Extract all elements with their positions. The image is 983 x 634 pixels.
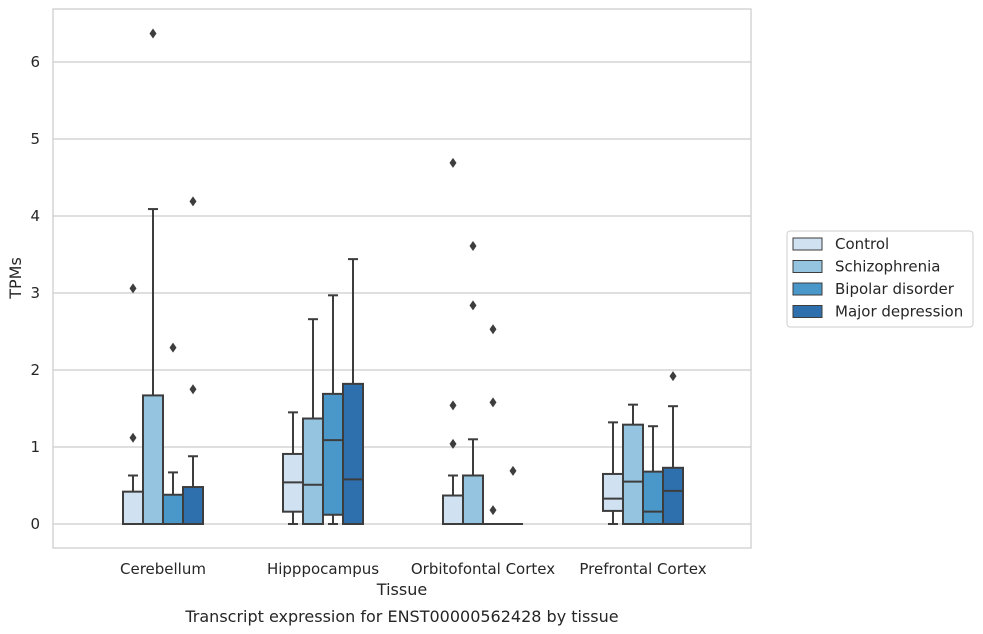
outlier-point <box>669 371 677 382</box>
box-3-2 <box>642 425 664 526</box>
legend-swatch <box>792 282 823 296</box>
y-tick-label: 3 <box>30 284 40 302</box>
y-tick-label: 0 <box>30 515 40 533</box>
outlier-point <box>509 465 517 476</box>
box-body <box>182 486 204 526</box>
outlier-point <box>129 432 137 443</box>
box-0-1 <box>142 28 164 525</box>
box-body <box>122 490 144 526</box>
outlier-point <box>189 196 197 207</box>
y-axis-ticks: 0 1 2 3 4 5 6 <box>30 53 40 533</box>
gridlines <box>53 61 751 525</box>
outlier-point <box>149 28 157 39</box>
legend-label: Bipolar disorder <box>835 280 955 298</box>
x-axis-ticks: Cerebellum Hipppocampus Orbitofontal Corte… <box>120 560 707 578</box>
box-2-0 <box>442 157 464 526</box>
outlier-point <box>469 300 477 311</box>
box-body <box>162 493 184 525</box>
box-2-2 <box>483 324 503 525</box>
chart-caption: Transcript expression for ENST0000056242… <box>184 607 618 626</box>
box-1-3 <box>342 258 364 525</box>
y-tick-label: 5 <box>30 130 40 148</box>
box-body <box>602 472 624 512</box>
x-tick-label: Cerebellum <box>120 560 206 578</box>
box-1-0 <box>282 411 304 525</box>
box-2-1 <box>462 241 484 525</box>
legend-swatch <box>792 260 823 273</box>
box-body <box>622 423 644 526</box>
legend-label: Major depression <box>835 303 963 321</box>
y-tick-label: 4 <box>30 207 40 225</box>
box-body <box>342 382 364 525</box>
outlier-point <box>489 324 497 335</box>
outlier-point <box>189 384 197 395</box>
box-0-0 <box>122 283 144 526</box>
box-3-0 <box>602 421 624 525</box>
box-body <box>322 392 344 516</box>
box-1-2 <box>322 294 344 525</box>
outlier-point <box>169 342 177 353</box>
y-tick-label: 2 <box>30 361 40 379</box>
legend-label: Schizophrenia <box>835 258 940 276</box>
y-tick-label: 1 <box>30 438 40 456</box>
box-body <box>442 494 464 526</box>
box-2-3 <box>503 465 523 525</box>
legend-label: Control <box>835 235 889 253</box>
box-1-1 <box>302 318 324 526</box>
boxplot-marks <box>122 28 684 526</box>
box-3-1 <box>622 403 644 526</box>
outlier-point <box>489 397 497 408</box>
outlier-point <box>489 505 497 516</box>
outlier-point <box>449 400 457 411</box>
y-tick-label: 6 <box>30 53 40 71</box>
outlier-point <box>469 241 477 252</box>
box-0-2 <box>162 342 184 525</box>
outlier-point <box>129 283 137 294</box>
plot-frame <box>52 8 752 549</box>
legend-swatch <box>792 237 823 251</box>
y-axis-label: TPMs <box>6 257 25 300</box>
outlier-point <box>449 438 457 449</box>
box-0-3 <box>182 196 204 526</box>
box-3-3 <box>662 371 684 526</box>
x-tick-label: Prefrontal Cortex <box>579 560 706 578</box>
box-body <box>142 394 164 525</box>
x-tick-label: Orbitofontal Cortex <box>411 560 555 578</box>
legend-swatch <box>792 305 823 318</box>
box-body <box>462 474 484 525</box>
legend: Control Schizophrenia Bipolar disorder Majo… <box>786 230 974 328</box>
legend-box <box>786 230 974 328</box>
x-tick-label: Hipppocampus <box>267 560 379 578</box>
box-body <box>302 417 324 526</box>
box-body <box>642 470 664 526</box>
x-axis-label: Tissue <box>376 580 427 599</box>
outlier-point <box>449 157 457 168</box>
box-body <box>662 466 684 526</box>
